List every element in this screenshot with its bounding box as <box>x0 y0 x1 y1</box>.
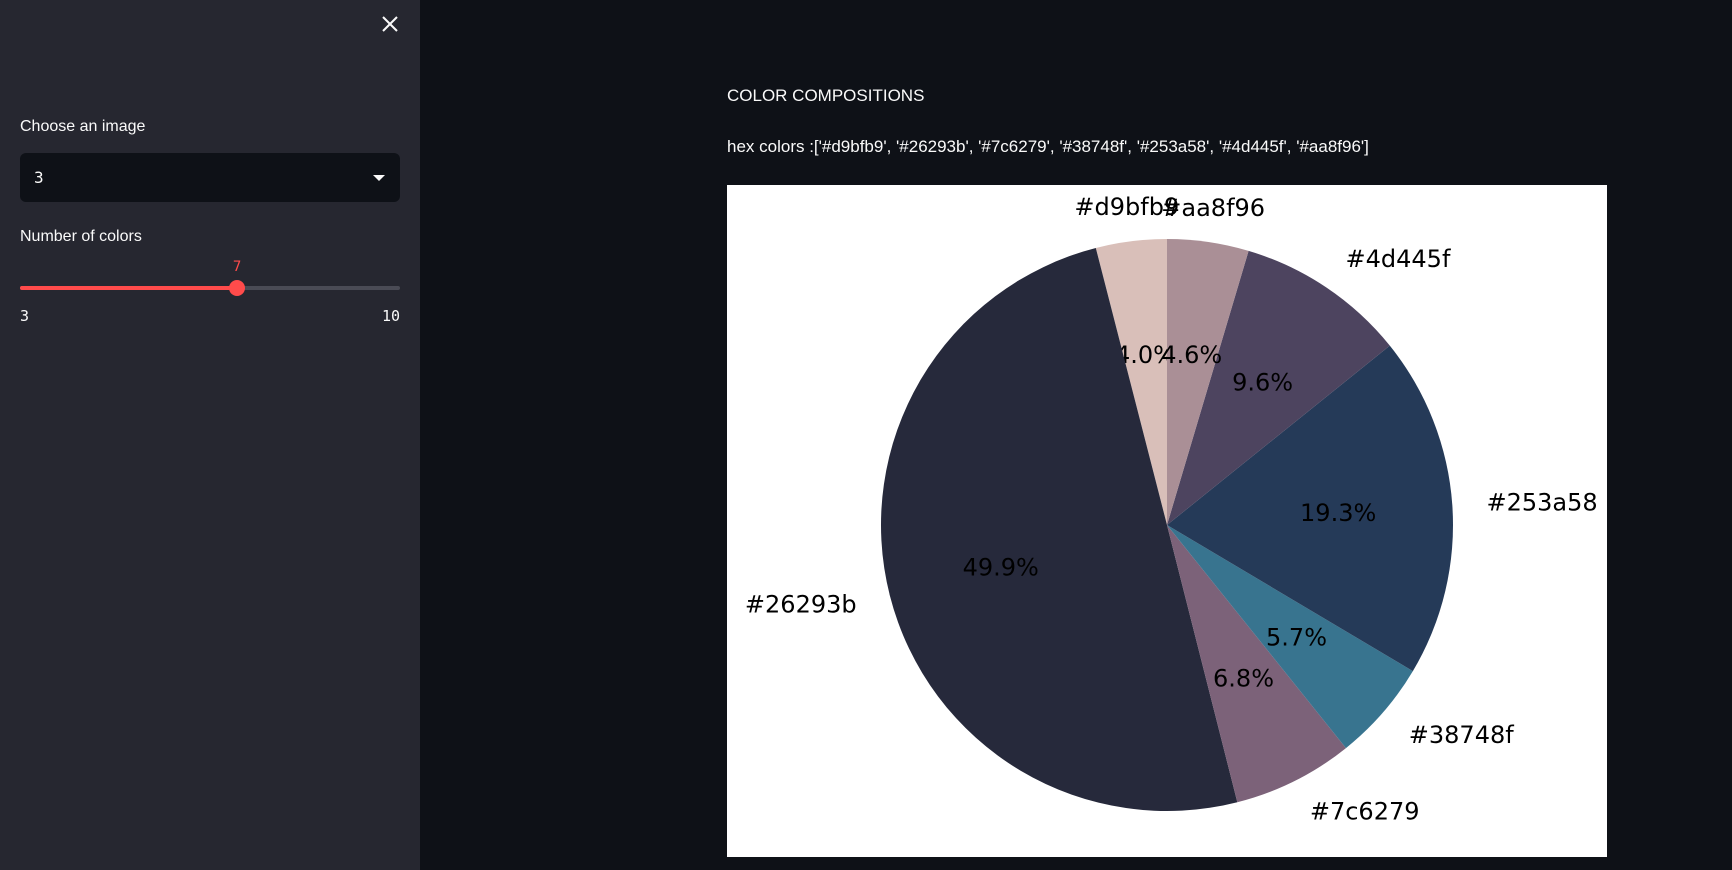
pie-slice-5 <box>1167 250 1390 525</box>
pie-label-4: #253a58 <box>1487 488 1598 516</box>
page-title: COLOR COMPOSITIONS <box>727 86 925 105</box>
pie-pct-label-6: 4.6% <box>1161 341 1222 369</box>
pie-slice-6 <box>1167 239 1249 525</box>
pie-pct-label-3: 5.7% <box>1266 624 1327 652</box>
pie-slice-4 <box>1167 345 1453 672</box>
colors-slider[interactable]: 7 3 10 <box>20 255 400 325</box>
hex-colors-text: hex colors :['#d9bfb9', '#26293b', '#7c6… <box>727 137 1369 156</box>
slider-fill <box>20 286 238 290</box>
image-select-label: Choose an image <box>20 118 146 135</box>
slider-track[interactable] <box>20 286 400 290</box>
pie-label-3: #38748f <box>1409 721 1514 749</box>
pie-pct-label-1: 49.9% <box>963 553 1039 581</box>
sidebar: Choose an image 3 Number of colors 7 3 1… <box>0 0 420 870</box>
pie-slice-3 <box>1167 525 1413 749</box>
close-sidebar-button[interactable] <box>376 10 404 38</box>
chevron-down-icon[interactable] <box>372 174 386 182</box>
pie-pct-label-4: 19.3% <box>1300 499 1376 527</box>
pie-slice-1 <box>880 248 1238 812</box>
pie-label-1: #26293b <box>745 590 857 618</box>
pie-chart-panel: #d9bfb9 4.0% #26293b 49.9% #7c6279 6.8% #38748… <box>727 185 1607 857</box>
pie-label-2: #7c6279 <box>1310 798 1420 826</box>
pie-label-0: #d9bfb9 <box>1074 193 1179 221</box>
image-select-value: 3 <box>34 168 44 187</box>
pie-chart: #d9bfb94.0%#26293b49.9%#7c62796.8%#38748… <box>745 193 1598 826</box>
slider-current-value: 7 <box>232 259 242 275</box>
slider-max-label: 10 <box>381 307 400 325</box>
slider-min-label: 3 <box>20 307 30 325</box>
image-select[interactable]: 3 <box>20 153 400 202</box>
colors-slider-label: Number of colors <box>20 228 142 245</box>
pie-slice-2 <box>1167 525 1346 803</box>
pie-slice-0 <box>1095 239 1167 525</box>
pie-label-6: #aa8f96 <box>1161 194 1265 222</box>
pie-label-5: #4d445f <box>1346 245 1451 273</box>
slider-thumb[interactable] <box>229 280 246 296</box>
close-icon[interactable] <box>381 15 399 33</box>
pie-pct-label-2: 6.8% <box>1213 665 1274 693</box>
pie-pct-label-5: 9.6% <box>1232 369 1293 397</box>
